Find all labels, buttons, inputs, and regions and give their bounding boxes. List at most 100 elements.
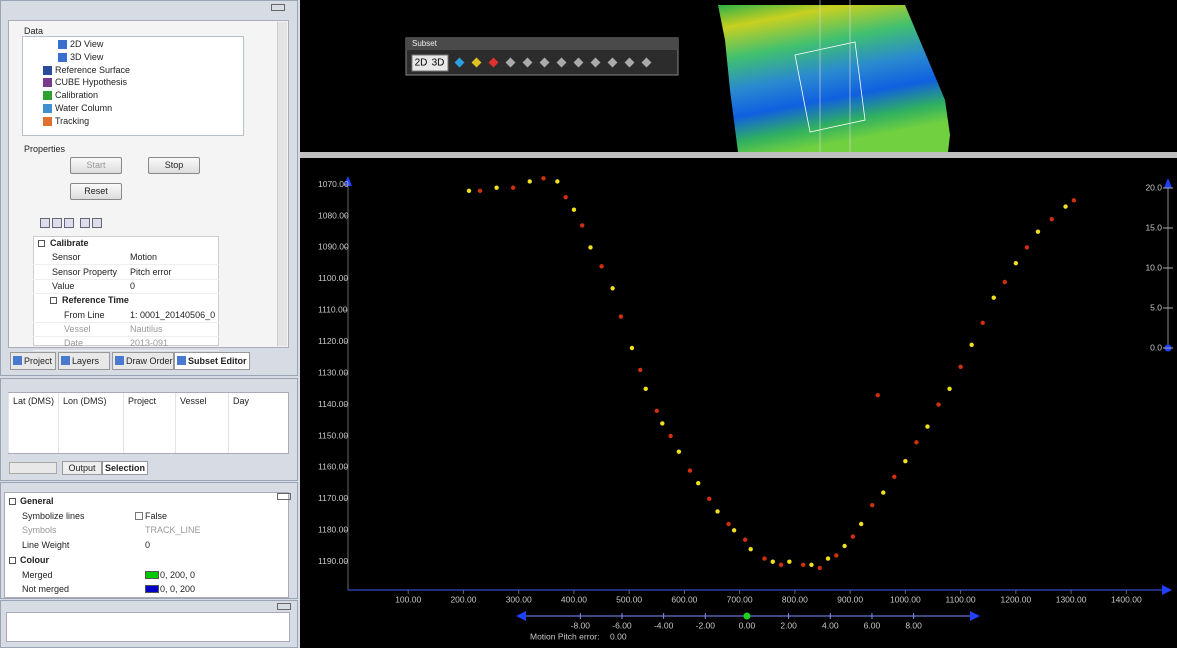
slider-tick-label: 4.00 <box>822 620 839 630</box>
property-value: False <box>145 509 167 523</box>
y-tick-label: 1160.00 <box>318 462 348 472</box>
divider <box>300 152 1177 158</box>
slider-tick-label: -4.00 <box>654 620 674 630</box>
tree-item[interactable]: CUBE Hypothesis <box>55 76 127 89</box>
y-tick-label: 1080.00 <box>318 210 349 220</box>
checkbox[interactable] <box>135 512 143 520</box>
point <box>936 402 940 406</box>
y-tick-label: 1170.00 <box>318 493 348 503</box>
tree-item[interactable]: Tracking <box>55 115 89 128</box>
point <box>842 544 846 548</box>
section-toggle[interactable] <box>38 240 45 247</box>
tree-icon <box>58 53 67 62</box>
tree-item[interactable]: Calibration <box>55 89 98 102</box>
x-tick-label: 1300.00 <box>1056 594 1087 604</box>
tab-icon <box>61 356 70 365</box>
tree-icon <box>43 91 52 100</box>
x-tick-label: 200.00 <box>450 594 476 604</box>
point <box>1063 204 1067 208</box>
point <box>478 189 482 193</box>
y-tick-label: 1180.00 <box>318 525 348 535</box>
toolbar-button[interactable]: 2D <box>415 58 428 69</box>
section-toggle[interactable] <box>9 557 16 564</box>
point <box>528 179 532 183</box>
tree-item[interactable]: 2D View <box>70 38 103 51</box>
point <box>668 434 672 438</box>
button[interactable]: Start <box>70 157 122 174</box>
point <box>1036 230 1040 234</box>
point <box>707 497 711 501</box>
row-line <box>33 336 219 337</box>
point <box>826 556 830 560</box>
property-name: Value <box>52 279 74 293</box>
property-name: From Line <box>64 308 105 322</box>
scrollbar <box>277 22 287 346</box>
tree-item[interactable]: Reference Surface <box>55 64 130 77</box>
point <box>599 264 603 268</box>
point <box>1003 280 1007 284</box>
point <box>870 503 874 507</box>
x-tick-label: 100.00 <box>395 594 421 604</box>
tree-item[interactable]: 3D View <box>70 51 103 64</box>
nav-buttons[interactable] <box>9 462 57 474</box>
toolbar-icon[interactable] <box>64 218 74 228</box>
window-buttons[interactable] <box>277 603 291 610</box>
point <box>762 556 766 560</box>
point <box>610 286 614 290</box>
y2-tick-label: 10.0 <box>1145 262 1162 272</box>
point <box>715 509 719 513</box>
column-header[interactable]: Lat (DMS) <box>13 396 54 406</box>
column-header[interactable]: Project <box>128 396 156 406</box>
window-buttons[interactable] <box>277 493 291 500</box>
point <box>580 223 584 227</box>
section-title: Calibrate <box>50 236 89 250</box>
point <box>809 563 813 567</box>
toolbar-icon[interactable] <box>52 218 62 228</box>
column-header[interactable]: Day <box>233 396 249 406</box>
point <box>572 208 576 212</box>
tab-icon <box>115 356 124 365</box>
point <box>555 179 559 183</box>
point <box>947 387 951 391</box>
tab[interactable]: Selection <box>102 461 148 475</box>
window-buttons[interactable] <box>271 4 285 11</box>
column-header[interactable]: Lon (DMS) <box>63 396 107 406</box>
section-label: Properties <box>24 144 65 154</box>
input-box[interactable] <box>6 612 290 642</box>
x-tick-label: 400.00 <box>561 594 587 604</box>
x-tick-label: 600.00 <box>671 594 697 604</box>
column-line <box>175 393 176 453</box>
slider-tick-label: -6.00 <box>612 620 632 630</box>
toolbar-icon[interactable] <box>40 218 50 228</box>
point <box>1025 245 1029 249</box>
slider-handle[interactable] <box>743 613 750 620</box>
x-tick-label: 300.00 <box>506 594 532 604</box>
property-value: Nautilus <box>130 322 163 336</box>
color-swatch <box>145 571 159 579</box>
x-tick-label: 800.00 <box>782 594 808 604</box>
toolbar-icon[interactable] <box>80 218 90 228</box>
toolbar-button[interactable]: 3D <box>432 58 445 69</box>
point <box>1072 198 1076 202</box>
point <box>660 421 664 425</box>
button[interactable]: Stop <box>148 157 200 174</box>
point <box>619 314 623 318</box>
point <box>588 245 592 249</box>
point <box>1050 217 1054 221</box>
x-tick-label: 700.00 <box>727 594 753 604</box>
slider-value: 0.00 <box>610 631 627 641</box>
column-header[interactable]: Vessel <box>180 396 207 406</box>
column-line <box>58 393 59 453</box>
tree-item[interactable]: Water Column <box>55 102 112 115</box>
section-toggle[interactable] <box>50 297 57 304</box>
y-tick-label: 1150.00 <box>318 430 348 440</box>
toolbar-icon[interactable] <box>92 218 102 228</box>
point <box>467 189 471 193</box>
point <box>914 440 918 444</box>
tab[interactable]: Output <box>62 461 102 475</box>
section-toggle[interactable] <box>9 498 16 505</box>
button[interactable]: Reset <box>70 183 122 200</box>
profile-view[interactable] <box>300 158 1177 648</box>
property-value: 0 <box>130 279 135 293</box>
